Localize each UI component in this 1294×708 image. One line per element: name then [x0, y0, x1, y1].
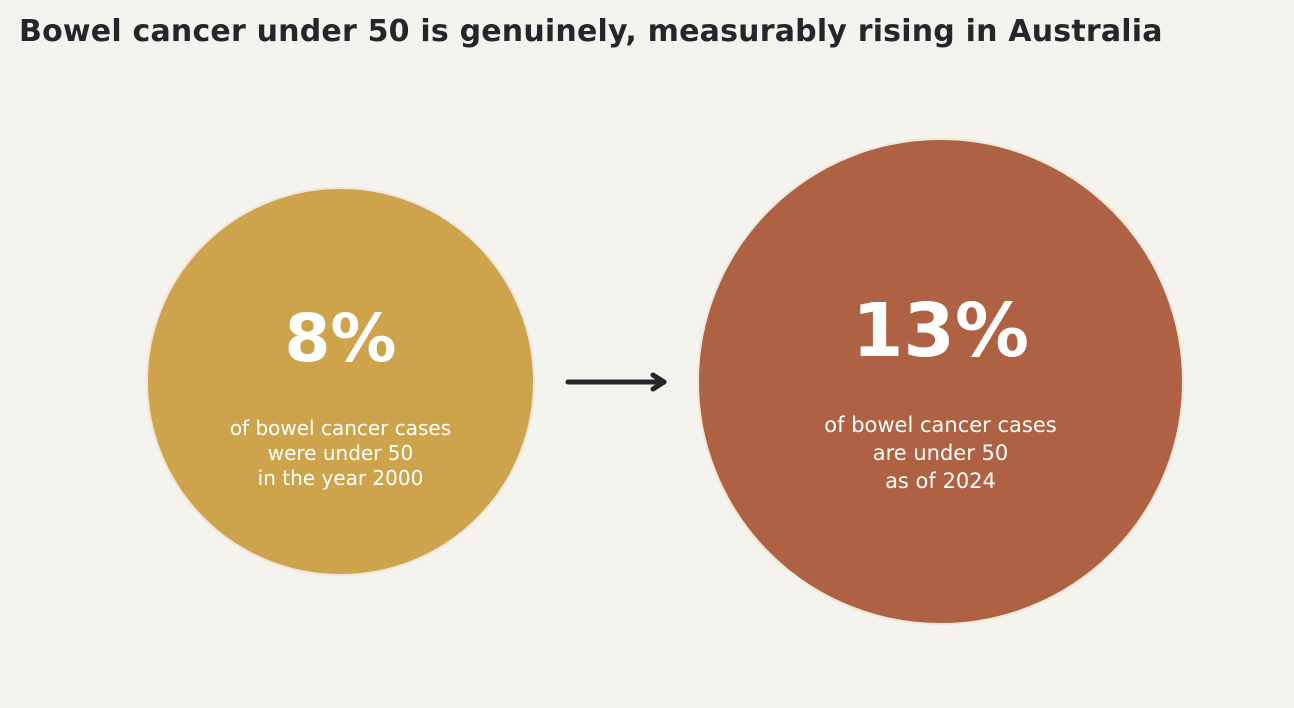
- page-title: Bowel cancer under 50 is genuinely, meas…: [19, 14, 1163, 49]
- before-caption-line: in the year 2000: [257, 466, 424, 490]
- before-caption-line: were under 50: [267, 441, 414, 465]
- after-caption-line: are under 50: [872, 441, 1009, 465]
- after-caption-line: as of 2024: [885, 469, 996, 493]
- after-stat-value: 13%: [851, 288, 1030, 374]
- arrow-right-icon: [565, 372, 667, 392]
- after-stat-circle: 13% of bowel cancer cases are under 50 a…: [697, 138, 1184, 625]
- after-caption-line: of bowel cancer cases: [824, 413, 1057, 437]
- before-stat-caption: of bowel cancer cases were under 50 in t…: [148, 416, 533, 491]
- after-stat-caption: of bowel cancer cases are under 50 as of…: [699, 411, 1182, 495]
- before-caption-line: of bowel cancer cases: [229, 416, 452, 440]
- before-stat-circle: 8% of bowel cancer cases were under 50 i…: [146, 187, 535, 576]
- before-stat-value: 8%: [284, 300, 397, 377]
